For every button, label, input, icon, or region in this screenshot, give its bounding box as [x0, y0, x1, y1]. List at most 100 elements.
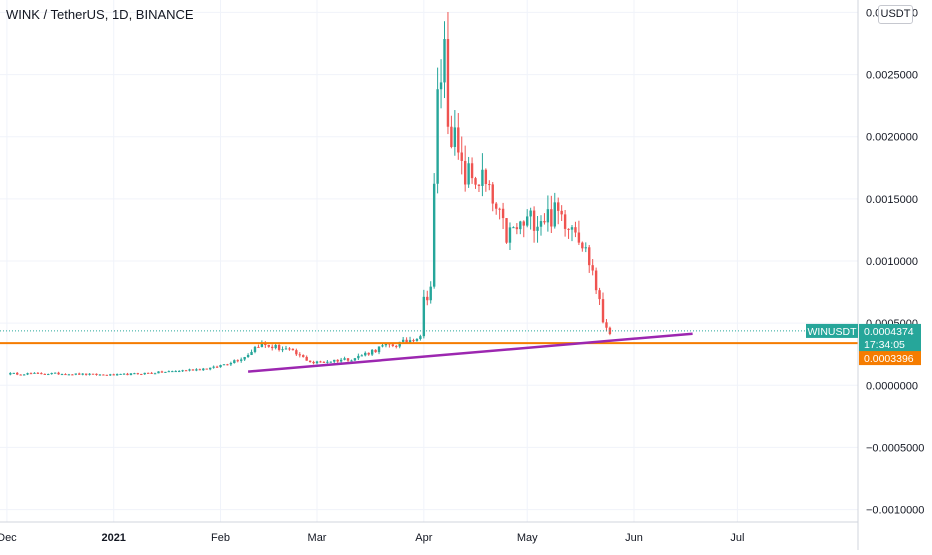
candle-body — [222, 364, 226, 366]
candle-body — [546, 209, 550, 223]
candle-body — [91, 373, 95, 375]
candle-body — [446, 39, 450, 127]
candle-body — [202, 368, 205, 371]
candle-body — [532, 210, 536, 231]
candle-body — [102, 374, 105, 376]
candle-body — [171, 371, 174, 373]
candle-body — [215, 366, 219, 368]
candle-body — [377, 346, 381, 353]
candle-body — [443, 39, 446, 83]
y-tick-label: 0.0000000 — [866, 380, 918, 392]
candle-body — [477, 184, 481, 186]
candle-body — [119, 373, 122, 375]
candle-body — [543, 221, 546, 223]
candle-body — [498, 208, 501, 210]
y-tick-label: 0.0020000 — [866, 132, 918, 144]
candle-body — [329, 361, 332, 363]
candle-body — [98, 374, 102, 376]
candle-body — [370, 349, 374, 355]
candle-body — [267, 344, 270, 347]
candle-body — [312, 361, 315, 364]
candle-body — [243, 357, 246, 360]
candle-body — [47, 374, 50, 376]
x-tick-label: Mar — [308, 532, 327, 544]
candle-body — [164, 371, 167, 373]
candle-body — [64, 374, 67, 376]
y-tick-label: 0.0010000 — [866, 256, 918, 268]
candle-body — [374, 349, 377, 353]
drawings[interactable] — [0, 330, 858, 373]
candle-body — [57, 372, 60, 375]
candle-body — [74, 373, 78, 375]
candle-body — [81, 373, 84, 375]
candle-body — [53, 372, 57, 374]
candle-body — [233, 360, 236, 364]
candle-body — [419, 336, 422, 340]
candle-body — [408, 340, 412, 343]
candle-body — [450, 126, 453, 147]
candle-body — [157, 371, 160, 374]
candle-body — [60, 374, 64, 376]
candle-body — [302, 355, 305, 357]
candle-body — [326, 361, 329, 363]
candle-body — [36, 372, 40, 374]
candle-body — [78, 373, 81, 375]
candle-body — [577, 232, 581, 243]
candle-body — [264, 343, 267, 345]
candle-body — [195, 369, 198, 371]
candle-body — [229, 363, 233, 365]
y-tick-label: −0.0010000 — [866, 505, 924, 517]
candle-body — [567, 228, 570, 230]
currency-button[interactable]: USDT — [878, 5, 913, 24]
candle-body — [539, 221, 543, 227]
candle-body — [12, 372, 15, 374]
candle-body — [512, 227, 515, 229]
candle-body — [470, 163, 474, 179]
candle-body — [536, 226, 539, 231]
candle-body — [16, 372, 19, 375]
candle-body — [553, 202, 556, 227]
candle-body — [594, 270, 598, 291]
x-tick-label: Apr — [415, 532, 432, 544]
candle-body — [143, 372, 146, 375]
candle-body — [271, 346, 274, 349]
candle-body — [246, 354, 250, 358]
candle-body — [563, 214, 567, 229]
level-price-badge — [859, 351, 921, 366]
candle-body — [432, 183, 436, 287]
grid — [0, 0, 858, 522]
candle-body — [129, 373, 133, 376]
candle-body — [295, 350, 298, 355]
candle-body — [333, 359, 336, 362]
candle-body — [453, 127, 457, 147]
candle-body — [601, 299, 605, 323]
candles — [9, 12, 612, 376]
candle-body — [253, 346, 257, 352]
candle-body — [240, 359, 243, 361]
candle-body — [43, 373, 46, 375]
candle-body — [605, 322, 608, 328]
candle-body — [381, 345, 384, 347]
candle-body — [360, 355, 364, 357]
candle-body — [188, 369, 191, 371]
candle-body — [160, 371, 164, 373]
candle-body — [122, 373, 126, 375]
candle-body — [522, 221, 525, 226]
candle-body — [71, 374, 74, 376]
candle-body — [109, 374, 112, 376]
candle-body — [322, 361, 326, 363]
candle-body — [22, 374, 26, 376]
candle-body — [488, 184, 491, 186]
candle-body — [284, 348, 288, 350]
candle-body — [484, 169, 488, 185]
candle-body — [508, 227, 512, 243]
candle-body — [463, 160, 467, 185]
candle-body — [364, 352, 367, 356]
x-tick-label: Jul — [730, 532, 744, 544]
candle-body — [136, 373, 140, 375]
candle-body — [550, 209, 553, 227]
trend-line — [247, 332, 693, 373]
candle-body — [205, 368, 208, 370]
